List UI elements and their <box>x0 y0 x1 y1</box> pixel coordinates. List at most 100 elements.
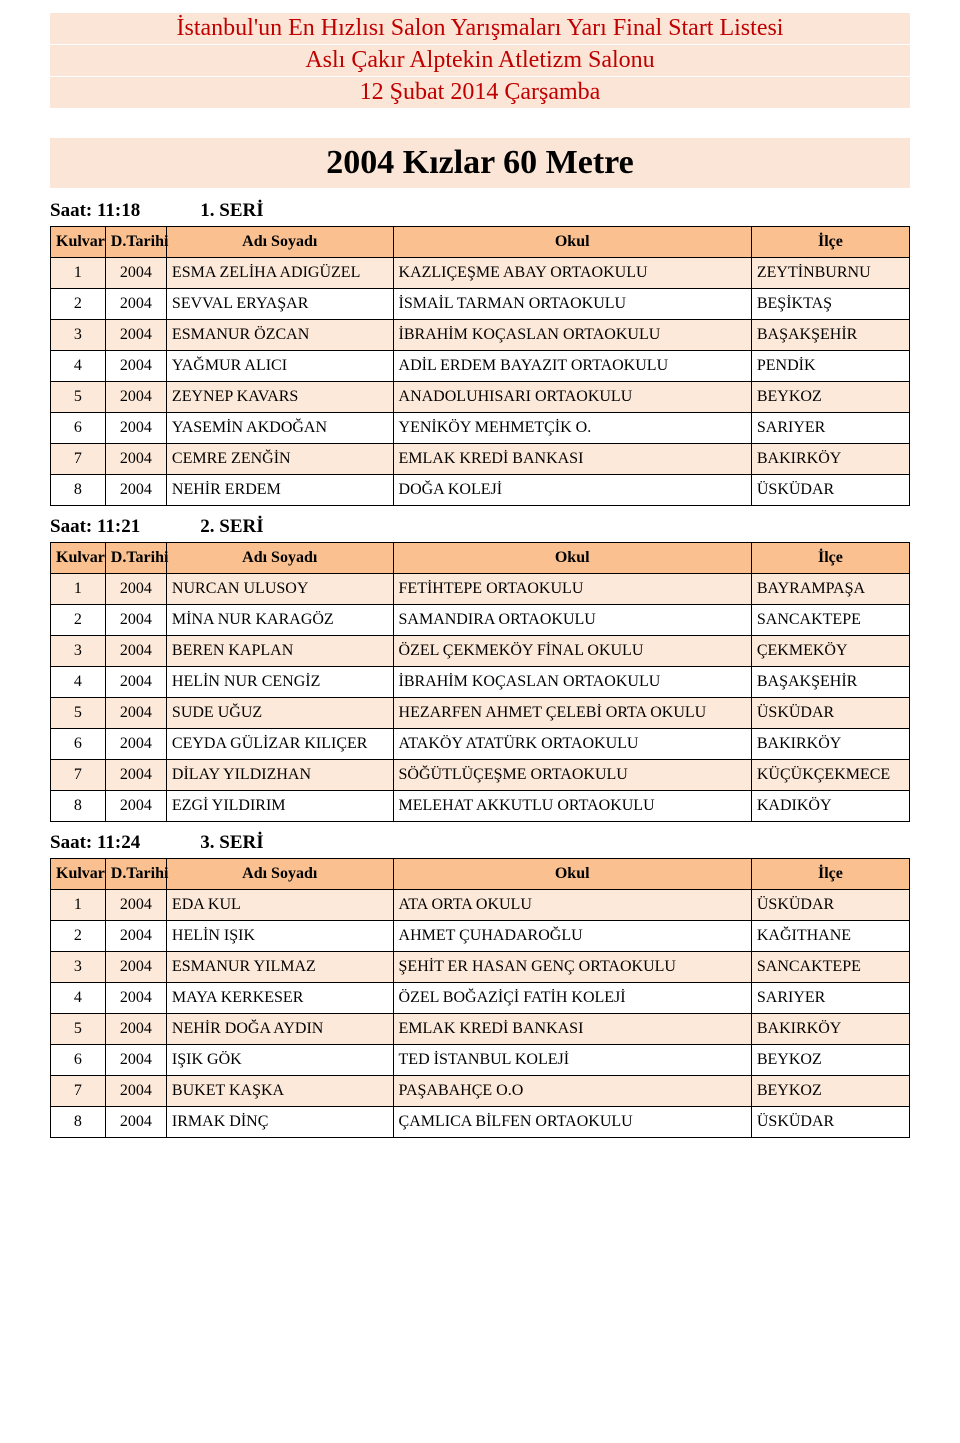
cell-okul: SAMANDIRA ORTAOKULU <box>393 605 751 636</box>
table-row: 22004SEVVAL ERYAŞARİSMAİL TARMAN ORTAOKU… <box>51 289 910 320</box>
table-header-row: KulvarD.TarihiAdı SoyadıOkulİlçe <box>51 543 910 574</box>
cell-tarih: 2004 <box>105 475 166 506</box>
cell-ad: DİLAY YILDIZHAN <box>166 760 393 791</box>
table-row: 12004NURCAN ULUSOYFETİHTEPE ORTAOKULUBAY… <box>51 574 910 605</box>
cell-okul: KAZLIÇEŞME ABAY ORTAOKULU <box>393 258 751 289</box>
cell-ilce: KÜÇÜKÇEKMECE <box>751 760 909 791</box>
cell-ilce: BAŞAKŞEHİR <box>751 320 909 351</box>
cell-tarih: 2004 <box>105 289 166 320</box>
cell-kulvar: 2 <box>51 921 106 952</box>
header-line-2: Aslı Çakır Alptekin Atletizm Salonu <box>50 45 910 76</box>
cell-tarih: 2004 <box>105 921 166 952</box>
table-row: 32004ESMANUR ÖZCANİBRAHİM KOÇASLAN ORTAO… <box>51 320 910 351</box>
header-line-3: 12 Şubat 2014 Çarşamba <box>50 77 910 108</box>
table-row: 82004NEHİR ERDEMDOĞA KOLEJİÜSKÜDAR <box>51 475 910 506</box>
cell-ad: NURCAN ULUSOY <box>166 574 393 605</box>
table-row: 52004ZEYNEP KAVARSANADOLUHISARI ORTAOKUL… <box>51 382 910 413</box>
cell-kulvar: 3 <box>51 636 106 667</box>
cell-kulvar: 6 <box>51 413 106 444</box>
cell-ad: EZGİ YILDIRIM <box>166 791 393 822</box>
cell-okul: DOĞA KOLEJİ <box>393 475 751 506</box>
cell-ilce: KAĞITHANE <box>751 921 909 952</box>
cell-ad: YASEMİN AKDOĞAN <box>166 413 393 444</box>
col-header-okul: Okul <box>393 227 751 258</box>
cell-tarih: 2004 <box>105 444 166 475</box>
cell-okul: AHMET ÇUHADAROĞLU <box>393 921 751 952</box>
table-row: 52004SUDE UĞUZHEZARFEN AHMET ÇELEBİ ORTA… <box>51 698 910 729</box>
cell-ilce: KADIKÖY <box>751 791 909 822</box>
cell-tarih: 2004 <box>105 760 166 791</box>
cell-ilce: ÜSKÜDAR <box>751 1107 909 1138</box>
cell-ilce: BEŞİKTAŞ <box>751 289 909 320</box>
cell-okul: ÖZEL BOĞAZİÇİ FATİH KOLEJİ <box>393 983 751 1014</box>
cell-ilce: PENDİK <box>751 351 909 382</box>
cell-kulvar: 8 <box>51 791 106 822</box>
cell-ilce: BAŞAKŞEHİR <box>751 667 909 698</box>
table-row: 12004ESMA ZELİHA ADIGÜZELKAZLIÇEŞME ABAY… <box>51 258 910 289</box>
cell-tarih: 2004 <box>105 1045 166 1076</box>
cell-okul: SÖĞÜTLÜÇEŞME ORTAOKULU <box>393 760 751 791</box>
table-row: 42004YAĞMUR ALICIADİL ERDEM BAYAZIT ORTA… <box>51 351 910 382</box>
cell-ad: CEMRE ZENĞİN <box>166 444 393 475</box>
cell-tarih: 2004 <box>105 574 166 605</box>
cell-tarih: 2004 <box>105 382 166 413</box>
cell-ilce: BEYKOZ <box>751 1045 909 1076</box>
col-header-kulvar: Kulvar <box>51 859 106 890</box>
cell-ilce: BAKIRKÖY <box>751 444 909 475</box>
table-row: 72004CEMRE ZENĞİNEMLAK KREDİ BANKASIBAKI… <box>51 444 910 475</box>
cell-tarih: 2004 <box>105 605 166 636</box>
cell-okul: ADİL ERDEM BAYAZIT ORTAOKULU <box>393 351 751 382</box>
start-list-table: KulvarD.TarihiAdı SoyadıOkulİlçe12004EDA… <box>50 858 910 1138</box>
cell-kulvar: 1 <box>51 258 106 289</box>
cell-kulvar: 2 <box>51 605 106 636</box>
cell-tarih: 2004 <box>105 636 166 667</box>
cell-tarih: 2004 <box>105 698 166 729</box>
cell-ad: IŞIK GÖK <box>166 1045 393 1076</box>
cell-kulvar: 5 <box>51 382 106 413</box>
saat-row: Saat: 11:243. SERİ <box>50 832 910 854</box>
table-row: 22004MİNA NUR KARAGÖZSAMANDIRA ORTAOKULU… <box>51 605 910 636</box>
cell-kulvar: 5 <box>51 1014 106 1045</box>
saat-row: Saat: 11:212. SERİ <box>50 516 910 538</box>
cell-tarih: 2004 <box>105 1076 166 1107</box>
col-header-ilce: İlçe <box>751 227 909 258</box>
cell-tarih: 2004 <box>105 983 166 1014</box>
cell-ad: NEHİR ERDEM <box>166 475 393 506</box>
table-row: 62004YASEMİN AKDOĞANYENİKÖY MEHMETÇİK O.… <box>51 413 910 444</box>
start-list-table: KulvarD.TarihiAdı SoyadıOkulİlçe12004NUR… <box>50 542 910 822</box>
cell-kulvar: 1 <box>51 574 106 605</box>
cell-ilce: BAKIRKÖY <box>751 1014 909 1045</box>
cell-tarih: 2004 <box>105 890 166 921</box>
table-header-row: KulvarD.TarihiAdı SoyadıOkulİlçe <box>51 859 910 890</box>
cell-ad: YAĞMUR ALICI <box>166 351 393 382</box>
col-header-okul: Okul <box>393 543 751 574</box>
col-header-tarih: D.Tarihi <box>105 543 166 574</box>
cell-kulvar: 4 <box>51 667 106 698</box>
cell-okul: PAŞABAHÇE O.O <box>393 1076 751 1107</box>
cell-ad: HELİN IŞIK <box>166 921 393 952</box>
cell-tarih: 2004 <box>105 667 166 698</box>
cell-tarih: 2004 <box>105 952 166 983</box>
cell-okul: EMLAK KREDİ BANKASI <box>393 1014 751 1045</box>
cell-kulvar: 7 <box>51 1076 106 1107</box>
cell-ad: ZEYNEP KAVARS <box>166 382 393 413</box>
table-row: 12004EDA KULATA ORTA OKULUÜSKÜDAR <box>51 890 910 921</box>
table-row: 32004ESMANUR YILMAZŞEHİT ER HASAN GENÇ O… <box>51 952 910 983</box>
cell-ilce: BEYKOZ <box>751 382 909 413</box>
cell-okul: ÖZEL ÇEKMEKÖY FİNAL OKULU <box>393 636 751 667</box>
cell-ilce: ÜSKÜDAR <box>751 698 909 729</box>
page: İstanbul'un En Hızlısı Salon Yarışmaları… <box>0 0 960 1168</box>
cell-ilce: SARIYER <box>751 983 909 1014</box>
table-row: 22004HELİN IŞIKAHMET ÇUHADAROĞLUKAĞITHAN… <box>51 921 910 952</box>
cell-ilce: SANCAKTEPE <box>751 952 909 983</box>
cell-ad: ESMANUR YILMAZ <box>166 952 393 983</box>
col-header-ad: Adı Soyadı <box>166 543 393 574</box>
saat-label: Saat: 11:24 <box>50 832 140 854</box>
seri-label: 2. SERİ <box>200 516 263 538</box>
table-row: 42004HELİN NUR CENGİZİBRAHİM KOÇASLAN OR… <box>51 667 910 698</box>
table-row: 32004BEREN KAPLANÖZEL ÇEKMEKÖY FİNAL OKU… <box>51 636 910 667</box>
table-row: 82004IRMAK DİNÇÇAMLICA BİLFEN ORTAOKULUÜ… <box>51 1107 910 1138</box>
cell-kulvar: 6 <box>51 729 106 760</box>
table-row: 72004DİLAY YILDIZHANSÖĞÜTLÜÇEŞME ORTAOKU… <box>51 760 910 791</box>
col-header-tarih: D.Tarihi <box>105 859 166 890</box>
